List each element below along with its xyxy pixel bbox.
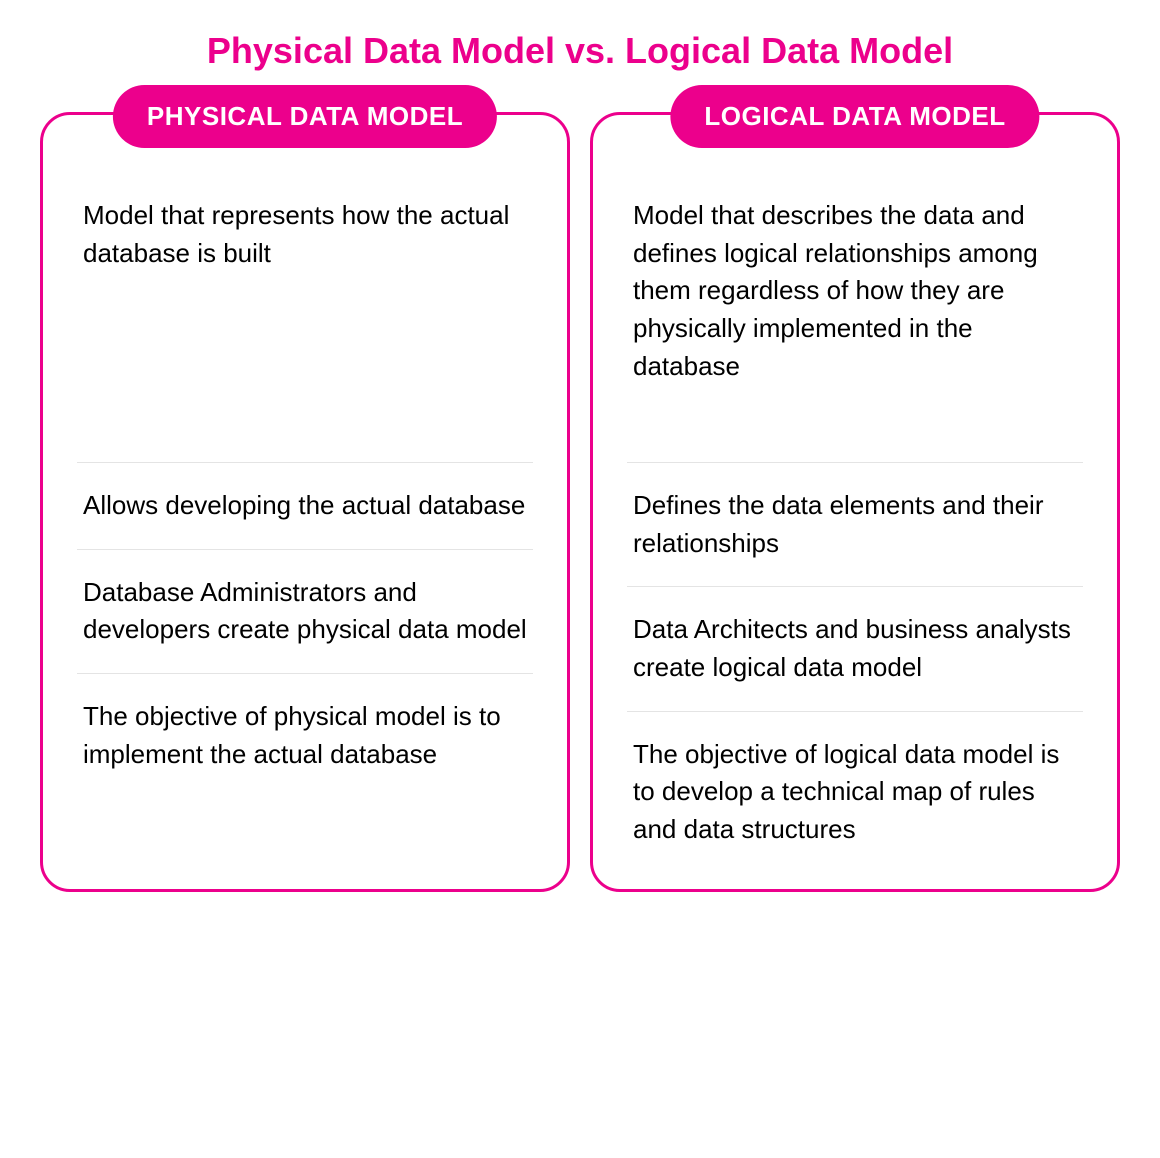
physical-column: PHYSICAL DATA MODEL Model that represent… [40,112,570,892]
physical-item-1: Allows developing the actual database [77,463,533,550]
logical-item-0: Model that describes the data and define… [627,173,1083,463]
comparison-columns: PHYSICAL DATA MODEL Model that represent… [40,112,1120,892]
physical-item-0: Model that represents how the actual dat… [77,173,533,463]
logical-item-1: Defines the data elements and their rela… [627,463,1083,587]
logical-item-2: Data Architects and business analysts cr… [627,587,1083,711]
physical-item-3: The objective of physical model is to im… [77,674,533,779]
physical-item-2: Database Administrators and developers c… [77,550,533,674]
logical-column: LOGICAL DATA MODEL Model that describes … [590,112,1120,892]
logical-item-3: The objective of logical data model is t… [627,712,1083,855]
page-title: Physical Data Model vs. Logical Data Mod… [40,30,1120,72]
logical-column-header: LOGICAL DATA MODEL [670,85,1039,148]
physical-column-header: PHYSICAL DATA MODEL [113,85,497,148]
